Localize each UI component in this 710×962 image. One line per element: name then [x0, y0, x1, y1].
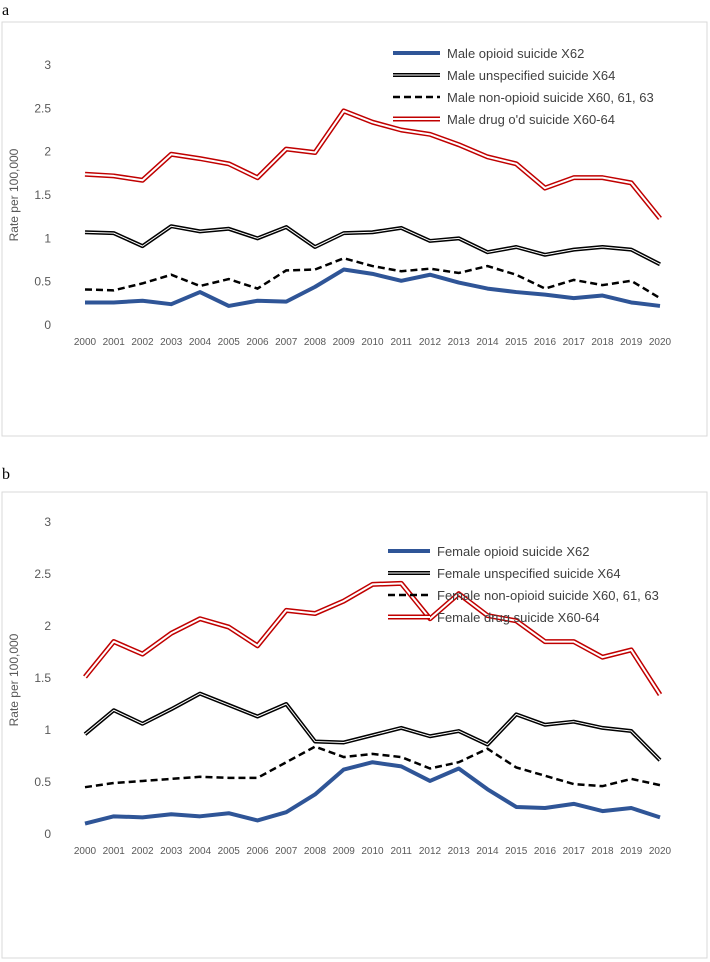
y-tick-label: 0.5	[34, 775, 51, 789]
x-tick-label: 2007	[275, 846, 298, 857]
series-line-0	[85, 267, 661, 308]
y-tick-label: 0	[44, 827, 51, 841]
x-tick-label: 2016	[534, 846, 557, 857]
x-tick-label: 2018	[591, 846, 614, 857]
series-line-3-inner	[84, 582, 661, 696]
x-tick-label: 2001	[103, 337, 126, 348]
panel-label-a: a	[2, 2, 10, 19]
y-axis-label: Rate per 100,000	[7, 148, 21, 241]
legend-label: Female drug suicide X60-64	[437, 610, 600, 625]
legend-label: Female unspecified suicide X64	[437, 566, 621, 581]
y-tick-label: 2	[44, 619, 51, 633]
x-tick-label: 2003	[160, 337, 183, 348]
x-tick-label: 2003	[160, 846, 183, 857]
legend-label: Male opioid suicide X62	[447, 46, 584, 61]
x-tick-label: 2009	[333, 846, 356, 857]
x-tick-label: 2002	[131, 846, 154, 857]
x-tick-label: 2006	[246, 337, 269, 348]
y-tick-label: 1	[44, 231, 51, 245]
x-tick-label: 2012	[419, 846, 442, 857]
x-tick-label: 2004	[189, 846, 212, 857]
y-tick-label: 3	[44, 58, 51, 72]
legend-label: Female opioid suicide X62	[437, 544, 589, 559]
x-tick-label: 2013	[448, 337, 471, 348]
x-tick-label: 2000	[74, 846, 97, 857]
x-tick-label: 2019	[620, 337, 643, 348]
y-tick-label: 2	[44, 145, 51, 159]
x-tick-label: 2007	[275, 337, 298, 348]
x-tick-label: 2008	[304, 846, 327, 857]
y-tick-label: 2.5	[34, 101, 51, 115]
y-tick-label: 1.5	[34, 188, 51, 202]
legend-label: Female non-opioid suicide X60, 61, 63	[437, 588, 659, 603]
series-line-2	[84, 745, 661, 789]
x-tick-label: 2015	[505, 337, 528, 348]
x-tick-label: 2011	[390, 846, 412, 857]
x-tick-label: 2014	[476, 337, 499, 348]
y-tick-label: 1	[44, 723, 51, 737]
chart-a: 0 0.5 1 1.5 2 2.5 3 2000 2001 2002 2003 2004 2005 200…	[1, 21, 708, 437]
y-tick-label: 0.5	[34, 275, 51, 289]
series-line-3	[84, 108, 662, 220]
panel-label-b: b	[2, 466, 10, 483]
chart-frame	[1, 491, 708, 959]
x-tick-label: 2013	[448, 846, 471, 857]
y-tick-label: 3	[44, 515, 51, 529]
x-tick-label: 2012	[419, 337, 442, 348]
series-line-2	[84, 256, 661, 300]
x-tick-label: 2002	[131, 337, 154, 348]
x-tick-label: 2001	[103, 846, 126, 857]
x-tick-label: 2005	[218, 337, 241, 348]
x-tick-label: 2008	[304, 337, 327, 348]
y-tick-label: 2.5	[34, 567, 51, 581]
x-tick-label: 2005	[218, 846, 241, 857]
x-tick-label: 2019	[620, 846, 643, 857]
x-tick-label: 2011	[390, 337, 412, 348]
x-tick-label: 2000	[74, 337, 97, 348]
chart-frame	[1, 21, 708, 437]
x-tick-label: 2016	[534, 337, 557, 348]
x-tick-label: 2018	[591, 337, 614, 348]
y-axis-label: Rate per 100,000	[7, 633, 21, 726]
x-tick-label: 2010	[361, 846, 384, 857]
y-tick-label: 1.5	[34, 671, 51, 685]
series-line-1-inner	[84, 693, 661, 761]
series-line-1-inner	[84, 225, 661, 265]
x-tick-label: 2009	[333, 337, 356, 348]
x-tick-label: 2017	[563, 846, 586, 857]
series-line-3-inner	[84, 109, 661, 220]
x-tick-label: 2004	[189, 337, 212, 348]
legend-label: Male unspecified suicide X64	[447, 68, 615, 83]
x-tick-label: 2006	[246, 846, 269, 857]
x-tick-label: 2010	[361, 337, 384, 348]
chart-b: 0 0.5 1 1.5 2 2.5 3 2000 2001 2002 2003 2004 2005 200…	[1, 491, 708, 959]
x-tick-label: 2017	[563, 337, 586, 348]
x-tick-label: 2020	[649, 846, 672, 857]
series-line-1	[83, 691, 662, 762]
y-tick-label: 0	[44, 318, 51, 332]
legend-label: Male drug o'd suicide X60-64	[447, 112, 615, 127]
x-tick-label: 2020	[649, 337, 672, 348]
series-line-0	[84, 760, 661, 826]
x-tick-label: 2014	[476, 846, 499, 857]
legend-label: Male non-opioid suicide X60, 61, 63	[447, 90, 654, 105]
x-tick-label: 2015	[505, 846, 528, 857]
